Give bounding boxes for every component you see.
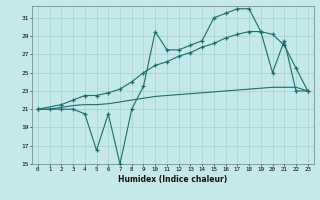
X-axis label: Humidex (Indice chaleur): Humidex (Indice chaleur) <box>118 175 228 184</box>
